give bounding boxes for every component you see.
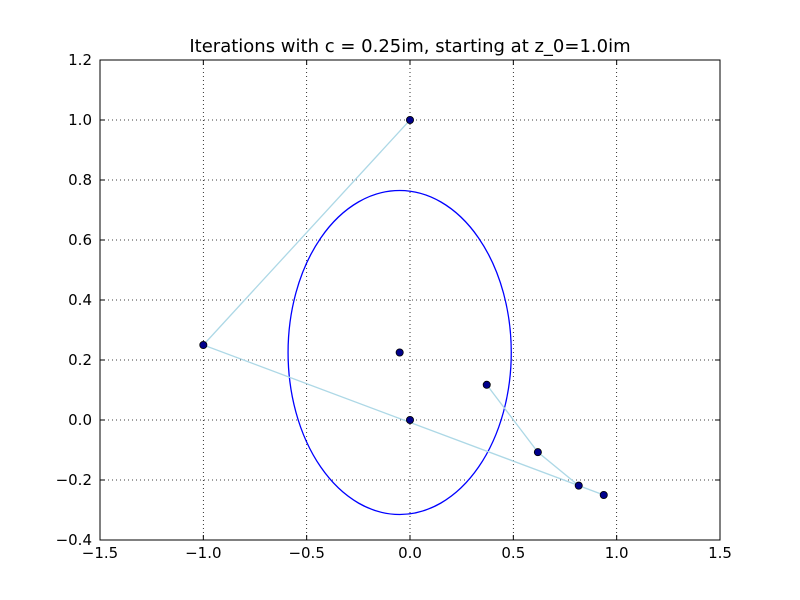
chart-title: Iterations with c = 0.25im, starting at … xyxy=(189,36,630,57)
y-tick-label: 0.8 xyxy=(68,171,92,189)
data-point xyxy=(395,348,404,357)
plot-area xyxy=(199,116,608,516)
x-tick-label: −0.5 xyxy=(288,544,324,562)
axis-ticks: −1.5 −1.0 −0.5 0.0 0.5 1.0 1.5 −0.4 −0.2 0.0 0.2 0.… xyxy=(56,51,732,562)
x-tick-label: −1.5 xyxy=(82,544,118,562)
x-tick-label: 1.5 xyxy=(708,544,732,562)
x-tick-label: 1.0 xyxy=(605,544,629,562)
y-tick-label: 0.0 xyxy=(68,411,92,429)
x-tick-label: −1.0 xyxy=(185,544,221,562)
y-tick-label: 1.2 xyxy=(68,51,92,69)
boundary-circle xyxy=(287,189,512,516)
x-tick-label: 0.0 xyxy=(398,544,422,562)
data-point xyxy=(482,380,491,389)
y-tick-label: −0.2 xyxy=(56,471,92,489)
y-tick-label: 0.2 xyxy=(68,351,92,369)
grid-lines xyxy=(100,60,720,540)
data-point xyxy=(405,116,414,125)
data-point xyxy=(199,340,208,349)
data-point xyxy=(599,490,608,499)
data-point xyxy=(405,415,414,424)
data-point xyxy=(533,448,542,457)
x-tick-label: 0.5 xyxy=(501,544,525,562)
iteration-path-line xyxy=(202,119,604,496)
y-tick-label: 0.4 xyxy=(68,291,92,309)
y-tick-label: 0.6 xyxy=(68,231,92,249)
y-tick-label: −0.4 xyxy=(56,531,92,549)
y-tick-label: 1.0 xyxy=(68,111,92,129)
data-point xyxy=(574,481,583,490)
